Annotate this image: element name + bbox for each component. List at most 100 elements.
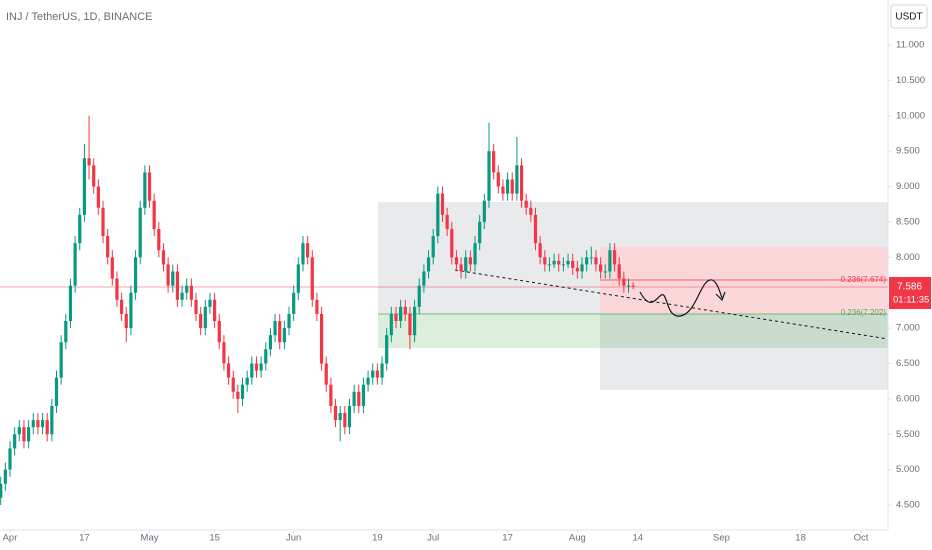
candle-body (566, 260, 570, 265)
candle-body (157, 229, 161, 251)
x-tick-label: Apr (3, 533, 18, 544)
candle-body (96, 186, 100, 208)
y-tick-label: 9.500 (896, 146, 920, 157)
candles (0, 115, 635, 506)
candle-body (519, 165, 524, 201)
currency-label[interactable]: USDT (895, 12, 922, 23)
candle-body (171, 271, 175, 286)
candle-body (399, 306, 403, 322)
candle-body (152, 200, 156, 230)
candle-body (250, 363, 254, 378)
chart-title: INJ / TetherUS, 1D, BINANCE (6, 11, 153, 23)
candle-body (296, 264, 300, 293)
candle-body (333, 405, 338, 421)
candle-body (626, 285, 631, 287)
candle-body (431, 236, 435, 258)
candle-body (50, 405, 54, 435)
candle-body (440, 193, 445, 215)
candle-body (245, 377, 249, 385)
candle-body (608, 250, 612, 272)
candle-body (533, 214, 538, 244)
candle-body (310, 257, 314, 300)
candle-body (27, 427, 31, 442)
x-tick-label: May (141, 533, 159, 544)
candle-body (557, 260, 561, 265)
candle-body (78, 214, 82, 244)
path-projection (639, 279, 723, 317)
range-box (378, 202, 888, 247)
candle-body (0, 483, 3, 498)
candle-body (254, 363, 259, 371)
y-tick-label: 9.000 (896, 181, 920, 192)
candle-body (306, 243, 310, 258)
countdown: 01:11:35 (893, 295, 929, 306)
candle-body (82, 158, 87, 215)
price-axis (888, 0, 932, 550)
candle-body (194, 299, 198, 314)
candle-body (585, 257, 589, 265)
candle-body (92, 165, 96, 187)
candle-body (287, 313, 291, 329)
candle-body (538, 243, 542, 258)
candle-body (492, 151, 496, 173)
candle-body (22, 427, 26, 442)
y-tick-label: 6.500 (896, 358, 920, 369)
candle-body (408, 313, 412, 336)
range-box (600, 314, 888, 390)
candle-body (185, 285, 189, 293)
fib-label: 0.236(7.674) (841, 275, 887, 284)
y-tick-label: 6.000 (896, 393, 920, 404)
candle-body (631, 285, 635, 287)
x-tick-label: 17 (79, 533, 90, 544)
axes: 4.500 5.000 5.500 6.000 6.500 7.000 8.000 8.500… (3, 40, 925, 544)
x-tick-label: 17 (502, 533, 513, 544)
candle-body (445, 214, 449, 230)
candle-body (129, 292, 133, 329)
candle-body (338, 413, 342, 421)
price-badge (889, 277, 931, 309)
candle-body (64, 321, 68, 343)
last-price: 7.586 (897, 282, 922, 293)
candle-body (366, 377, 370, 385)
candle-body (515, 165, 519, 194)
y-tick-label: 10.000 (896, 110, 925, 121)
candle-body (510, 179, 514, 194)
candle-body (473, 243, 477, 265)
currency-button[interactable] (890, 4, 928, 29)
candle-body (561, 264, 565, 266)
candle-body (412, 306, 417, 336)
stop-zone (600, 247, 888, 314)
candle-body (292, 292, 296, 314)
candle-body (101, 207, 105, 237)
candle-body (371, 370, 375, 378)
trend-line (454, 269, 889, 340)
candle-body (133, 257, 138, 293)
x-tick-label: 18 (795, 533, 806, 544)
candle-body (45, 420, 49, 435)
y-tick-label: 11.000 (896, 40, 924, 51)
candle-body (222, 342, 226, 364)
candle-body (450, 229, 454, 258)
y-tick-label: 8.000 (896, 252, 920, 263)
candle-body (357, 391, 361, 406)
target-zone (378, 314, 888, 348)
candle-body (282, 328, 286, 343)
candle-body (394, 313, 398, 322)
y-tick-label: 5.000 (896, 464, 920, 475)
candle-body (138, 207, 142, 258)
candle-body (496, 172, 500, 187)
candle-body (529, 207, 533, 215)
candle-body (17, 427, 21, 435)
candle-body (301, 243, 305, 265)
x-tick-label: 19 (372, 533, 383, 544)
candle-body (403, 306, 407, 314)
candle-body (13, 434, 17, 449)
candle-body (120, 299, 124, 314)
fib-label: 0.236(7.202) (841, 308, 887, 317)
candle-body (68, 285, 73, 322)
candle-body (315, 299, 319, 314)
drawings (0, 202, 889, 390)
candle-body (236, 391, 240, 399)
